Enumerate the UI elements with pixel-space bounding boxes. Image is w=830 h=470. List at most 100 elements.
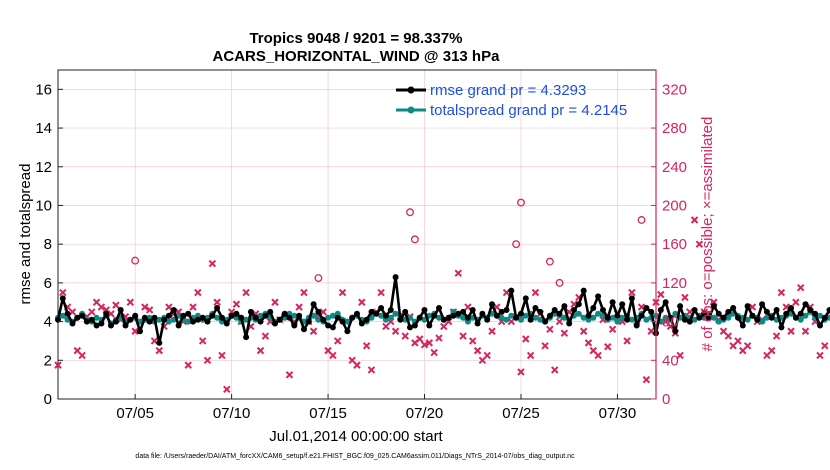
rmse-point: [156, 339, 163, 346]
rmse-point: [595, 293, 602, 300]
totalspread-point: [537, 316, 544, 323]
obs-count-point: [145, 306, 154, 314]
obs-x-stroke: [647, 327, 655, 335]
obs-x-stroke: [690, 216, 699, 224]
obs-count-point: [690, 216, 699, 224]
rmse-point: [580, 287, 587, 294]
rmse-point: [228, 312, 235, 319]
rmse-point: [788, 305, 794, 311]
obs-x-stroke: [213, 298, 221, 306]
chart-title: Tropics 9048 / 9201 = 98.337%: [249, 30, 462, 47]
rmse-point: [141, 314, 148, 321]
totalspread-point: [710, 314, 717, 321]
obs-count-point: [517, 368, 525, 376]
totalspread-point: [575, 310, 582, 317]
obs-x-stroke: [623, 337, 631, 345]
rmse-point: [773, 307, 780, 313]
rmse-point: [797, 310, 804, 317]
obs-x-stroke: [285, 371, 294, 379]
totalspread-point: [672, 310, 679, 317]
obs-x-stroke: [319, 308, 327, 316]
obs-count-point: [141, 303, 149, 311]
obs-x-stroke: [420, 341, 429, 349]
rmse-point: [474, 320, 481, 327]
obs-x-stroke: [198, 337, 207, 345]
rmse-point: [759, 301, 766, 308]
series-layer: [54, 198, 830, 394]
totalspread-point: [243, 316, 250, 323]
rmse-point: [513, 314, 520, 321]
obs-count-point: [232, 300, 241, 308]
x-tick-label: 07/15: [309, 405, 347, 422]
obs-x-stroke: [261, 332, 270, 340]
rmse-point: [117, 307, 124, 313]
totalspread-point: [344, 318, 351, 325]
rmse-point: [498, 308, 505, 315]
rmse-point: [546, 312, 553, 319]
rmse-point: [484, 316, 491, 323]
obs-x-stroke: [78, 351, 86, 360]
y-tick-label: 10: [35, 197, 52, 214]
rmse-point: [657, 307, 664, 313]
obs-x-stroke: [92, 298, 101, 306]
rmse-point: [214, 305, 221, 311]
rmse-point: [754, 316, 761, 323]
totalspread-point: [315, 316, 322, 323]
rmse-point: [648, 308, 655, 315]
rmse-point: [204, 318, 211, 325]
obs-x-stroke: [796, 284, 805, 292]
obs-x-stroke: [435, 334, 443, 342]
obs-x-stroke: [415, 335, 424, 343]
totalspread-point: [387, 314, 394, 321]
rmse-point: [783, 310, 790, 317]
obs-count-point: [358, 298, 366, 306]
totalspread-point: [522, 312, 529, 319]
rmse-point: [363, 316, 370, 323]
obs-x-stroke: [232, 300, 241, 308]
obs-count-point: [189, 303, 197, 311]
obs-count-point: [623, 337, 631, 345]
obs-count-point: [594, 351, 602, 360]
totalspread-point: [498, 314, 505, 321]
obs-x-stroke: [488, 327, 496, 335]
rmse-point: [436, 305, 442, 311]
rmse-point: [701, 310, 708, 317]
rmse-point: [426, 322, 433, 329]
obs-count-point: [126, 298, 135, 306]
rmse-point: [628, 295, 635, 302]
obs-x-stroke: [792, 298, 800, 306]
obs-count-point: [271, 298, 279, 306]
obs-x-stroke: [560, 329, 569, 337]
rmse-point: [464, 314, 471, 321]
rmse-point: [768, 314, 775, 321]
rmse-point: [411, 322, 418, 329]
rmse-point: [252, 314, 259, 321]
obs-count-point: [218, 351, 226, 360]
rmse-point: [194, 316, 201, 323]
obs-x-stroke: [821, 342, 829, 350]
rmse-point: [600, 307, 606, 313]
obs-count-point: [131, 327, 139, 335]
y2-tick-label: 160: [662, 236, 687, 253]
rmse-point: [320, 316, 327, 323]
obs-x-stroke: [676, 351, 684, 360]
rmse-point: [633, 322, 640, 329]
rmse-point: [826, 307, 830, 313]
chart-subtitle: ACARS_HORIZONTAL_WIND @ 313 hPa: [213, 48, 501, 65]
rmse-point: [489, 301, 495, 308]
rmse-point: [710, 303, 717, 310]
totalspread-point: [156, 316, 163, 323]
rmse-point: [151, 314, 158, 321]
rmse-point: [378, 305, 385, 311]
rmse-point: [358, 320, 365, 327]
obs-x-stroke: [184, 361, 192, 369]
rmse-point: [561, 303, 568, 310]
obs-count-point: [546, 325, 554, 334]
obs-x-stroke: [642, 375, 651, 384]
obs-x-stroke: [112, 301, 120, 309]
obs-x-stroke: [348, 356, 356, 365]
rmse-point: [74, 314, 81, 321]
obs-count-point: [551, 366, 559, 374]
rmse-point: [706, 314, 712, 321]
totalspread-point: [643, 316, 650, 323]
